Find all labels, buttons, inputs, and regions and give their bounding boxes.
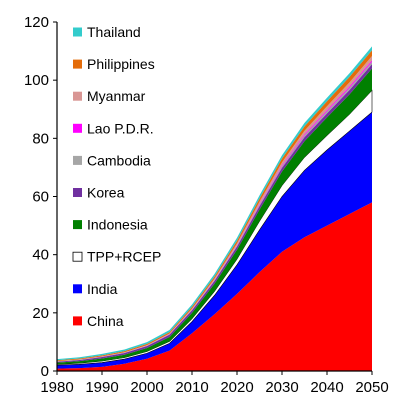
legend-swatch-china	[73, 316, 82, 326]
legend-label-india: India	[87, 281, 118, 297]
x-tick-label: 2030	[265, 379, 298, 396]
legend-swatch-myanmar	[73, 91, 82, 101]
legend-swatch-india	[73, 284, 82, 294]
legend-label-myanmar: Myanmar	[87, 88, 146, 104]
legend-label-tpp-rcep: TPP+RCEP	[87, 249, 161, 265]
x-tick-label: 2040	[310, 379, 343, 396]
legend-swatch-korea	[73, 188, 82, 197]
legend-swatch-indonesia	[73, 220, 82, 230]
x-tick-label: 2010	[175, 379, 208, 396]
legend-label-cambodia: Cambodia	[87, 152, 151, 168]
x-tick-label: 1980	[40, 379, 73, 396]
y-tick-label: 120	[24, 14, 49, 31]
legend-swatch-philippines	[73, 59, 82, 69]
legend-swatch-cambodia	[73, 155, 82, 165]
y-tick-label: 20	[32, 305, 49, 322]
legend-swatch-tpp-rcep	[72, 251, 83, 262]
legend-label-china: China	[87, 313, 124, 329]
y-tick-label: 60	[32, 189, 49, 206]
y-tick-label: 80	[32, 130, 49, 147]
x-tick-label: 1990	[85, 379, 118, 396]
y-tick-label: 0	[41, 363, 49, 380]
legend-label-korea: Korea	[87, 185, 125, 201]
x-tick-label: 2000	[130, 379, 163, 396]
legend-swatch-thailand	[73, 27, 82, 37]
legend-label-indonesia: Indonesia	[87, 217, 148, 233]
x-tick-label: 2020	[220, 379, 253, 396]
legend: Thailand Philippines Myanmar Lao P.D.R. Camb…	[72, 24, 161, 329]
legend-label-lao-p-d-r: Lao P.D.R.	[87, 120, 154, 136]
y-tick-label: 40	[32, 247, 49, 264]
y-tick-label: 100	[24, 72, 49, 89]
area-china	[57, 202, 372, 371]
legend-label-thailand: Thailand	[87, 24, 141, 40]
axes	[53, 21, 373, 375]
area-layers	[56, 46, 373, 371]
legend-label-philippines: Philippines	[87, 56, 155, 72]
x-tick-label: 2050	[355, 379, 388, 396]
legend-swatch-lao-p-d-r	[73, 123, 82, 133]
